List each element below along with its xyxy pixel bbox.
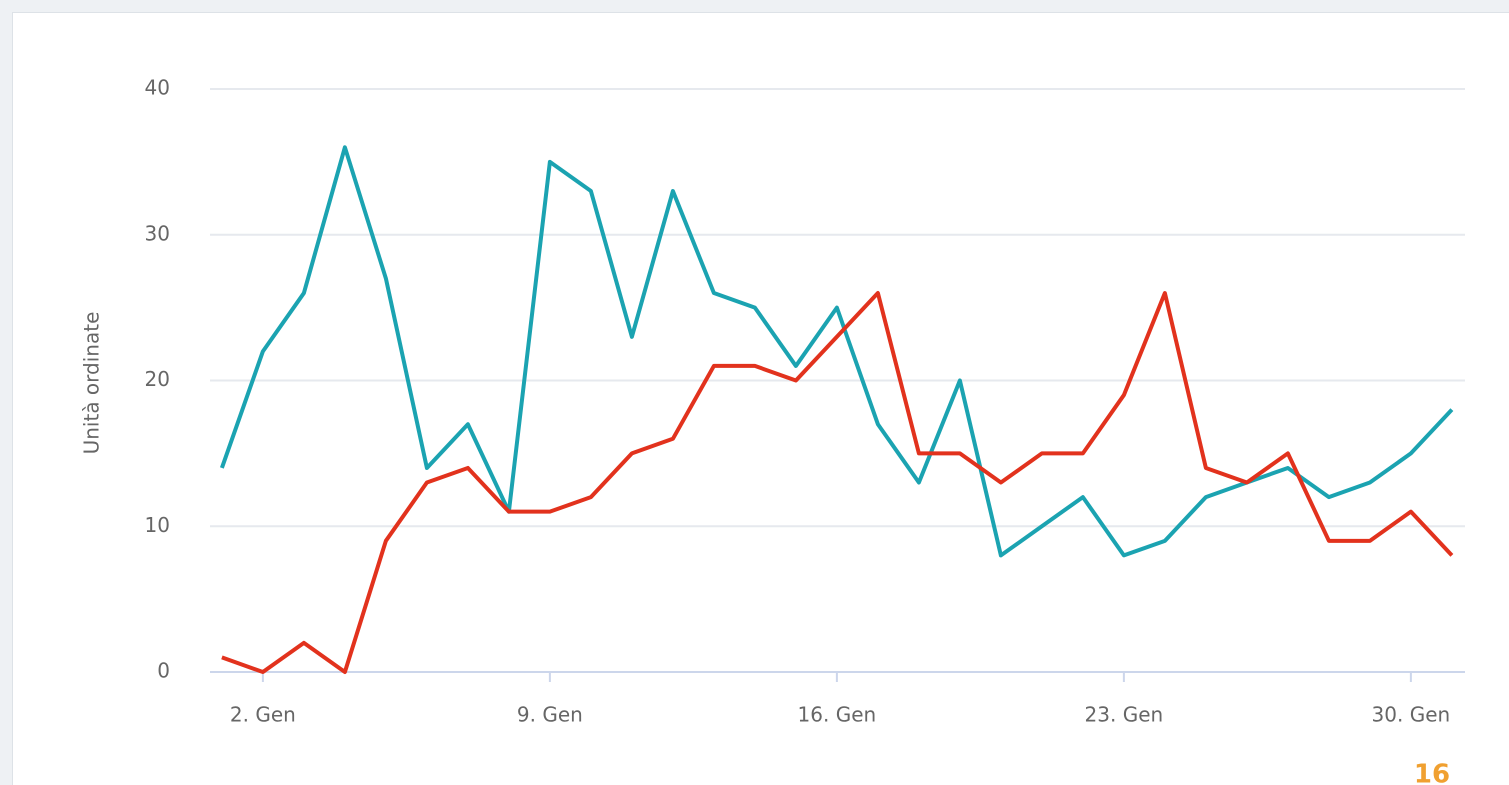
x-tick-label: 23. Gen [1085,703,1164,727]
x-tick-label: 30. Gen [1372,703,1451,727]
y-tick-label: 20 [145,367,170,391]
badge: 16 [1414,760,1450,785]
y-tick-label: 10 [145,513,170,537]
series-line [221,291,1454,674]
card [12,12,1509,785]
x-tick-label: 9. Gen [517,703,583,727]
y-tick-label: 0 [157,659,170,683]
x-tick-label: 16. Gen [798,703,877,727]
y-tick-label: 30 [145,221,170,245]
y-axis-title: Unità ordinate [80,312,104,455]
x-tick-label: 2. Gen [230,703,296,727]
series-line [220,145,1454,558]
y-tick-label: 40 [145,76,170,100]
